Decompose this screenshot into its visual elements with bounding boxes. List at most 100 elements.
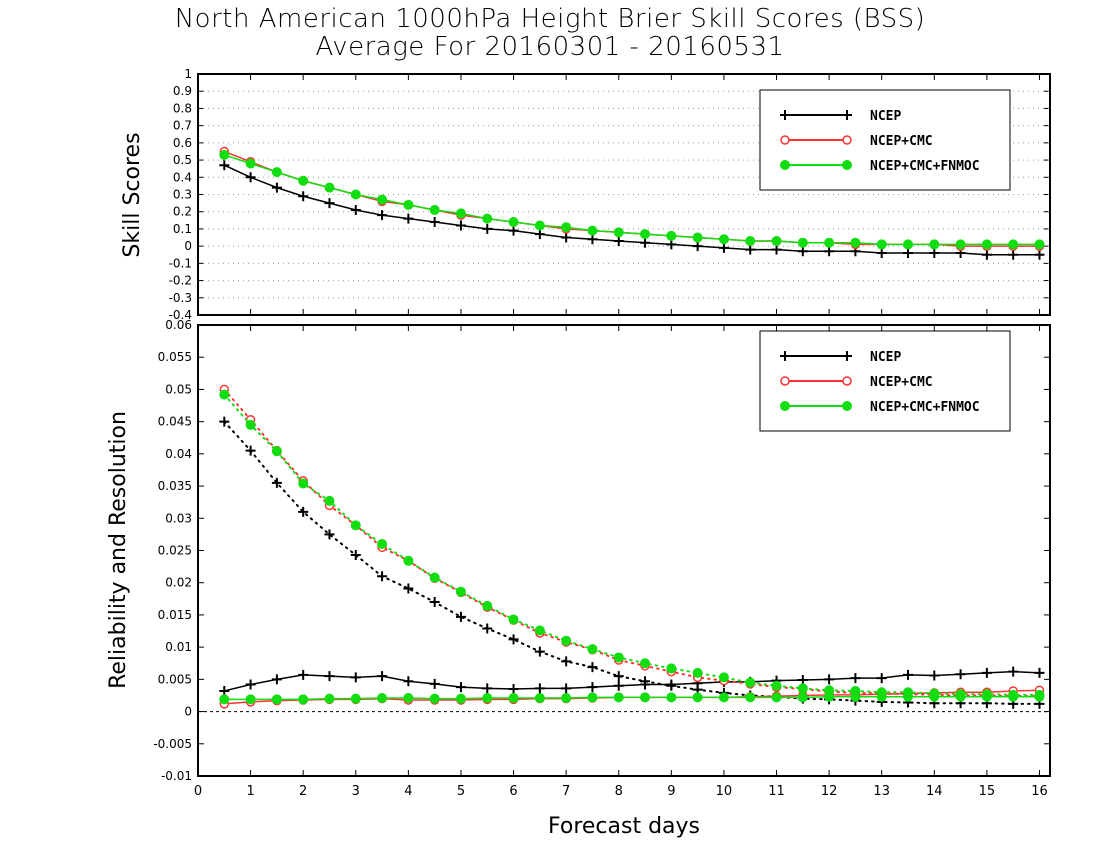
data-point	[797, 675, 808, 686]
data-point	[745, 677, 756, 688]
data-point	[981, 249, 992, 260]
data-point	[324, 182, 335, 193]
data-point	[324, 671, 335, 682]
data-point	[403, 583, 414, 594]
series-ncep-cmc-fnmoc	[219, 149, 1045, 250]
data-point	[298, 694, 309, 705]
data-point	[271, 182, 282, 193]
y-tick-label: -0.1	[169, 256, 192, 270]
data-point	[955, 669, 966, 680]
y-tick-label: 0.01	[165, 640, 192, 654]
x-tick-label: 4	[404, 784, 412, 799]
legend-entry-ncep: NCEP	[780, 109, 901, 124]
series-line	[223, 420, 1041, 705]
data-point	[824, 685, 835, 696]
data-point	[219, 685, 230, 696]
data-point	[271, 674, 282, 685]
data-point	[797, 692, 808, 703]
data-point	[324, 198, 335, 209]
data-point	[298, 506, 309, 517]
x-tick-label: 13	[873, 784, 890, 799]
legend-marker	[780, 135, 790, 145]
data-point	[613, 671, 624, 682]
data-point	[876, 248, 887, 259]
y-tick-label: -0.005	[153, 737, 192, 751]
data-point	[587, 692, 598, 703]
data-point	[534, 646, 545, 657]
data-point	[876, 673, 887, 684]
data-point	[1008, 249, 1019, 260]
data-point	[482, 223, 493, 234]
data-point	[534, 683, 545, 694]
x-tick-label: 9	[667, 784, 675, 799]
data-point	[561, 232, 572, 243]
data-point	[640, 229, 651, 240]
panel-1: 1 0.9 0.8 0.7 0.6 0.5 0.4 0.3 0.2 0.1 0 -0.1 -0.2 -0.…	[120, 67, 1051, 322]
x-tick-label: 11	[768, 784, 785, 799]
data-point	[429, 217, 440, 228]
data-point	[482, 600, 493, 611]
series-ncep-cmc-fnmoc-resolution	[219, 389, 1045, 700]
data-point	[534, 229, 545, 240]
data-point	[271, 446, 282, 457]
data-point	[903, 239, 913, 250]
data-point	[245, 445, 256, 456]
legend-label: NCEP+CMC+FNMOC	[870, 400, 980, 415]
data-point	[561, 656, 572, 667]
legend-marker	[842, 351, 852, 361]
data-point	[824, 246, 835, 257]
y-tick-label: 0.1	[173, 222, 192, 236]
data-point	[666, 239, 677, 250]
y-tick-label: -0.2	[169, 274, 192, 288]
data-point	[955, 689, 966, 700]
data-point	[534, 625, 545, 636]
data-point	[377, 671, 388, 682]
y-tick-label: 1	[184, 67, 192, 81]
data-point	[955, 239, 966, 250]
y-tick-label: 0.04	[165, 447, 192, 461]
data-point	[666, 230, 677, 241]
data-point	[745, 692, 756, 703]
data-point	[1034, 249, 1045, 260]
panel-2: 0.060.0550.050.0450.040.0350.030.0250.02…	[106, 318, 1051, 839]
data-point	[850, 673, 861, 684]
data-point	[324, 529, 335, 540]
legend: NCEP NCEP+CMC NCEP+CMC+FNMOC	[759, 330, 1011, 432]
data-point	[350, 693, 361, 704]
data-point	[876, 687, 887, 698]
x-tick-label: 0	[194, 784, 202, 799]
data-point	[587, 644, 598, 655]
data-point	[429, 572, 440, 583]
chart-title-line2: Average For 20160301 - 20160531	[315, 32, 785, 62]
series-ncep	[219, 160, 1045, 260]
y-tick-label: 0.025	[158, 544, 192, 558]
y-tick-label: 0	[184, 705, 192, 719]
legend-label: NCEP	[870, 109, 901, 124]
data-point	[508, 225, 519, 236]
y-tick-label: 0.02	[165, 576, 192, 590]
data-point	[271, 694, 282, 705]
x-tick-label: 7	[562, 784, 570, 799]
x-tick-label: 5	[457, 784, 465, 799]
legend-marker	[842, 376, 852, 386]
data-point	[403, 676, 414, 687]
data-point	[350, 204, 361, 215]
data-point	[587, 662, 598, 673]
data-point	[1008, 666, 1019, 677]
data-point	[245, 694, 256, 705]
data-point	[403, 199, 414, 210]
data-point	[797, 246, 808, 257]
legend-label: NCEP+CMC	[870, 134, 933, 149]
data-point	[929, 248, 940, 259]
data-point	[350, 520, 361, 531]
data-point	[429, 678, 440, 689]
data-point	[587, 682, 598, 693]
x-tick-label: 8	[615, 784, 623, 799]
x-tick-label: 6	[509, 784, 517, 799]
data-point	[850, 237, 861, 248]
data-point	[613, 652, 624, 663]
data-point	[508, 614, 519, 625]
legend-label: NCEP+CMC	[870, 375, 933, 390]
data-point	[640, 658, 651, 669]
